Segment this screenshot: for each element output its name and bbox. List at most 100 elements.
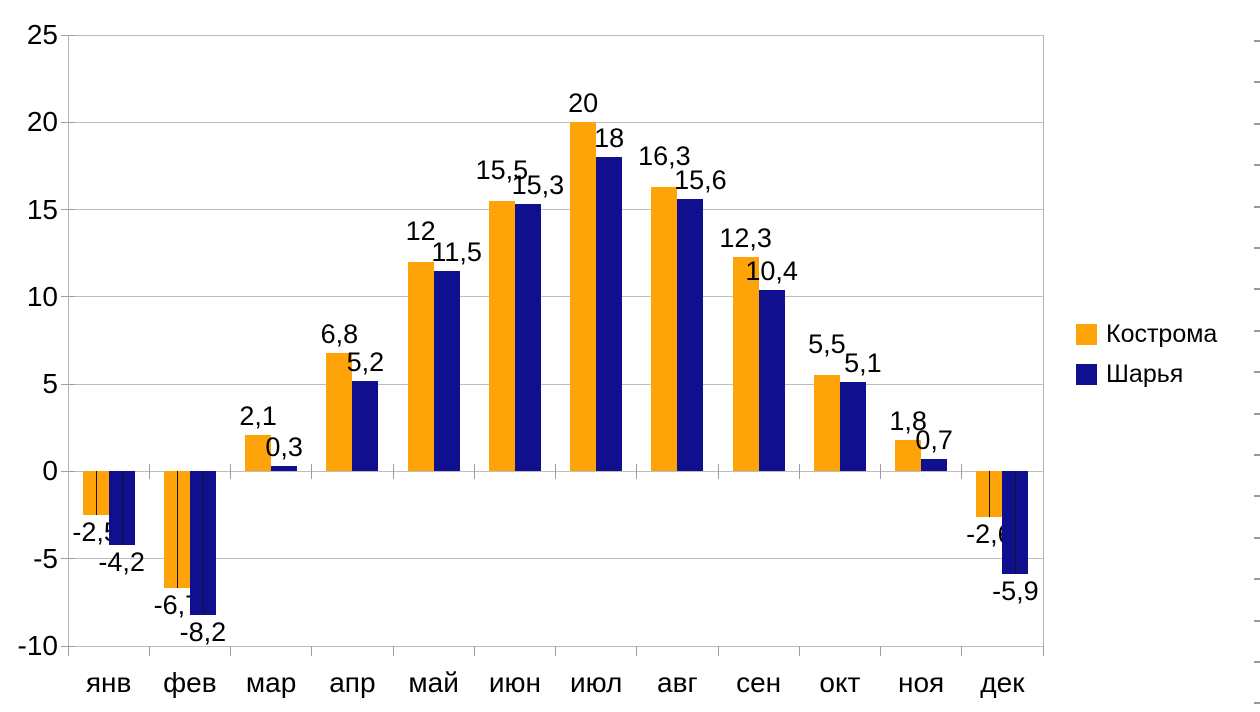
right-edge-ruler-mark (1254, 536, 1260, 539)
negative-bar-centerline (1015, 471, 1017, 575)
data-label-kostroma: -2,5 (72, 517, 119, 548)
data-label-sharya: -8,2 (179, 616, 227, 647)
zero-line-tick (798, 464, 800, 480)
right-edge-ruler-mark (1254, 661, 1260, 663)
x-axis-tick (230, 646, 231, 656)
x-axis-tick (636, 646, 638, 656)
data-label-kostroma: 5,5 (808, 329, 846, 360)
x-axis-tick (311, 646, 313, 656)
zero-line-tick (473, 464, 475, 480)
data-label-sharya: 10,4 (745, 255, 798, 286)
y-axis-label: -10 (17, 630, 58, 661)
x-axis-tick (798, 646, 800, 656)
gridline (68, 296, 1043, 298)
x-axis-tick (1042, 646, 1044, 656)
negative-bar-centerline (989, 471, 991, 517)
zero-line-tick (961, 464, 963, 480)
zero-line-tick (148, 464, 150, 480)
y-axis-label: 5 (42, 368, 58, 400)
zero-line-tick (392, 464, 394, 480)
right-edge-ruler-mark (1254, 371, 1260, 374)
gridline (68, 383, 1043, 385)
data-label-sharya: 15,6 (674, 165, 727, 196)
bar-kostroma (895, 440, 922, 472)
data-label-kostroma: 1,8 (889, 406, 927, 436)
bar-sharya (839, 382, 866, 472)
bar-kostroma (245, 434, 272, 472)
data-label-sharya: -4,2 (98, 546, 145, 577)
bar-kostroma (813, 375, 840, 472)
legend-item-kostroma: Кострома (1076, 320, 1217, 349)
right-edge-ruler-mark (1254, 205, 1260, 208)
bar-kostroma (488, 200, 515, 472)
y-axis-line (68, 35, 69, 646)
data-label-sharya: 5,1 (844, 348, 882, 379)
bar-sharya (352, 380, 379, 472)
y-axis-label: 0 (42, 455, 58, 487)
bar-kostroma (570, 122, 597, 472)
x-axis-tick (961, 646, 963, 656)
right-edge-ruler-mark (1254, 578, 1260, 581)
legend-swatch-sharya-icon (1076, 364, 1097, 385)
data-label-kostroma: 2,1 (239, 400, 277, 431)
data-label-kostroma: 16,3 (638, 140, 691, 171)
right-edge-ruler-mark (1254, 247, 1260, 249)
right-edge-ruler-mark (1254, 81, 1260, 84)
x-axis-label: июл (569, 667, 623, 698)
right-edge-ruler-mark (1254, 329, 1260, 332)
bar-sharya (758, 289, 785, 472)
zero-line-tick (636, 464, 638, 480)
bar-kostroma (732, 256, 759, 472)
negative-bar-centerline (95, 471, 97, 516)
data-label-kostroma: 20 (568, 88, 599, 119)
x-axis-label: дек (980, 667, 1025, 698)
data-label-kostroma: 12,3 (719, 222, 772, 253)
gridline (68, 209, 1043, 211)
x-axis-label: май (408, 667, 459, 698)
y-axis-label: 10 (26, 280, 58, 312)
legend: Кострома Шарья (1076, 320, 1217, 400)
right-edge-ruler-mark (1254, 619, 1260, 622)
legend-swatch-kostroma-icon (1076, 324, 1097, 345)
data-label-sharya: 0,7 (915, 425, 953, 456)
right-edge-ruler-mark (1254, 454, 1260, 456)
plot-right-border (1043, 35, 1044, 646)
x-axis-label: янв (85, 667, 132, 698)
right-edge-ruler-mark (1254, 40, 1260, 42)
x-axis-tick (67, 646, 69, 656)
right-edge-ruler-mark (1254, 412, 1260, 415)
gridline (68, 121, 1043, 123)
zero-line-tick (717, 464, 719, 480)
bar-kostroma (651, 186, 678, 472)
y-axis-label: 25 (26, 19, 58, 50)
bar-kostroma (326, 352, 353, 472)
x-axis-label: окт (819, 667, 861, 698)
legend-item-sharya: Шарья (1076, 360, 1217, 389)
x-axis-tick (717, 646, 719, 656)
data-label-kostroma: 12 (405, 215, 436, 246)
gridline (68, 34, 1043, 36)
x-axis-tick (473, 646, 475, 656)
gridline (68, 558, 1043, 560)
bar-sharya (271, 466, 298, 472)
right-edge-ruler-mark (1254, 288, 1260, 291)
x-axis-tick (148, 646, 150, 656)
bar-sharya (433, 270, 460, 472)
x-axis-tick (555, 646, 556, 656)
x-axis-label: мар (245, 667, 297, 698)
bar-sharya (514, 204, 541, 472)
data-label-sharya: 5,2 (346, 346, 385, 377)
x-axis-tick (880, 646, 881, 656)
data-label-sharya: -5,9 (992, 576, 1039, 607)
x-axis-label: фев (163, 667, 217, 698)
right-edge-ruler-mark (1254, 164, 1260, 167)
bar-sharya (677, 199, 704, 472)
bar-sharya (596, 157, 623, 472)
right-edge-ruler-mark (1254, 702, 1260, 705)
bar-sharya (921, 459, 948, 472)
data-label-kostroma: -2,6 (966, 518, 1013, 549)
zero-line-tick (555, 464, 556, 480)
x-axis-label: июн (488, 667, 541, 698)
